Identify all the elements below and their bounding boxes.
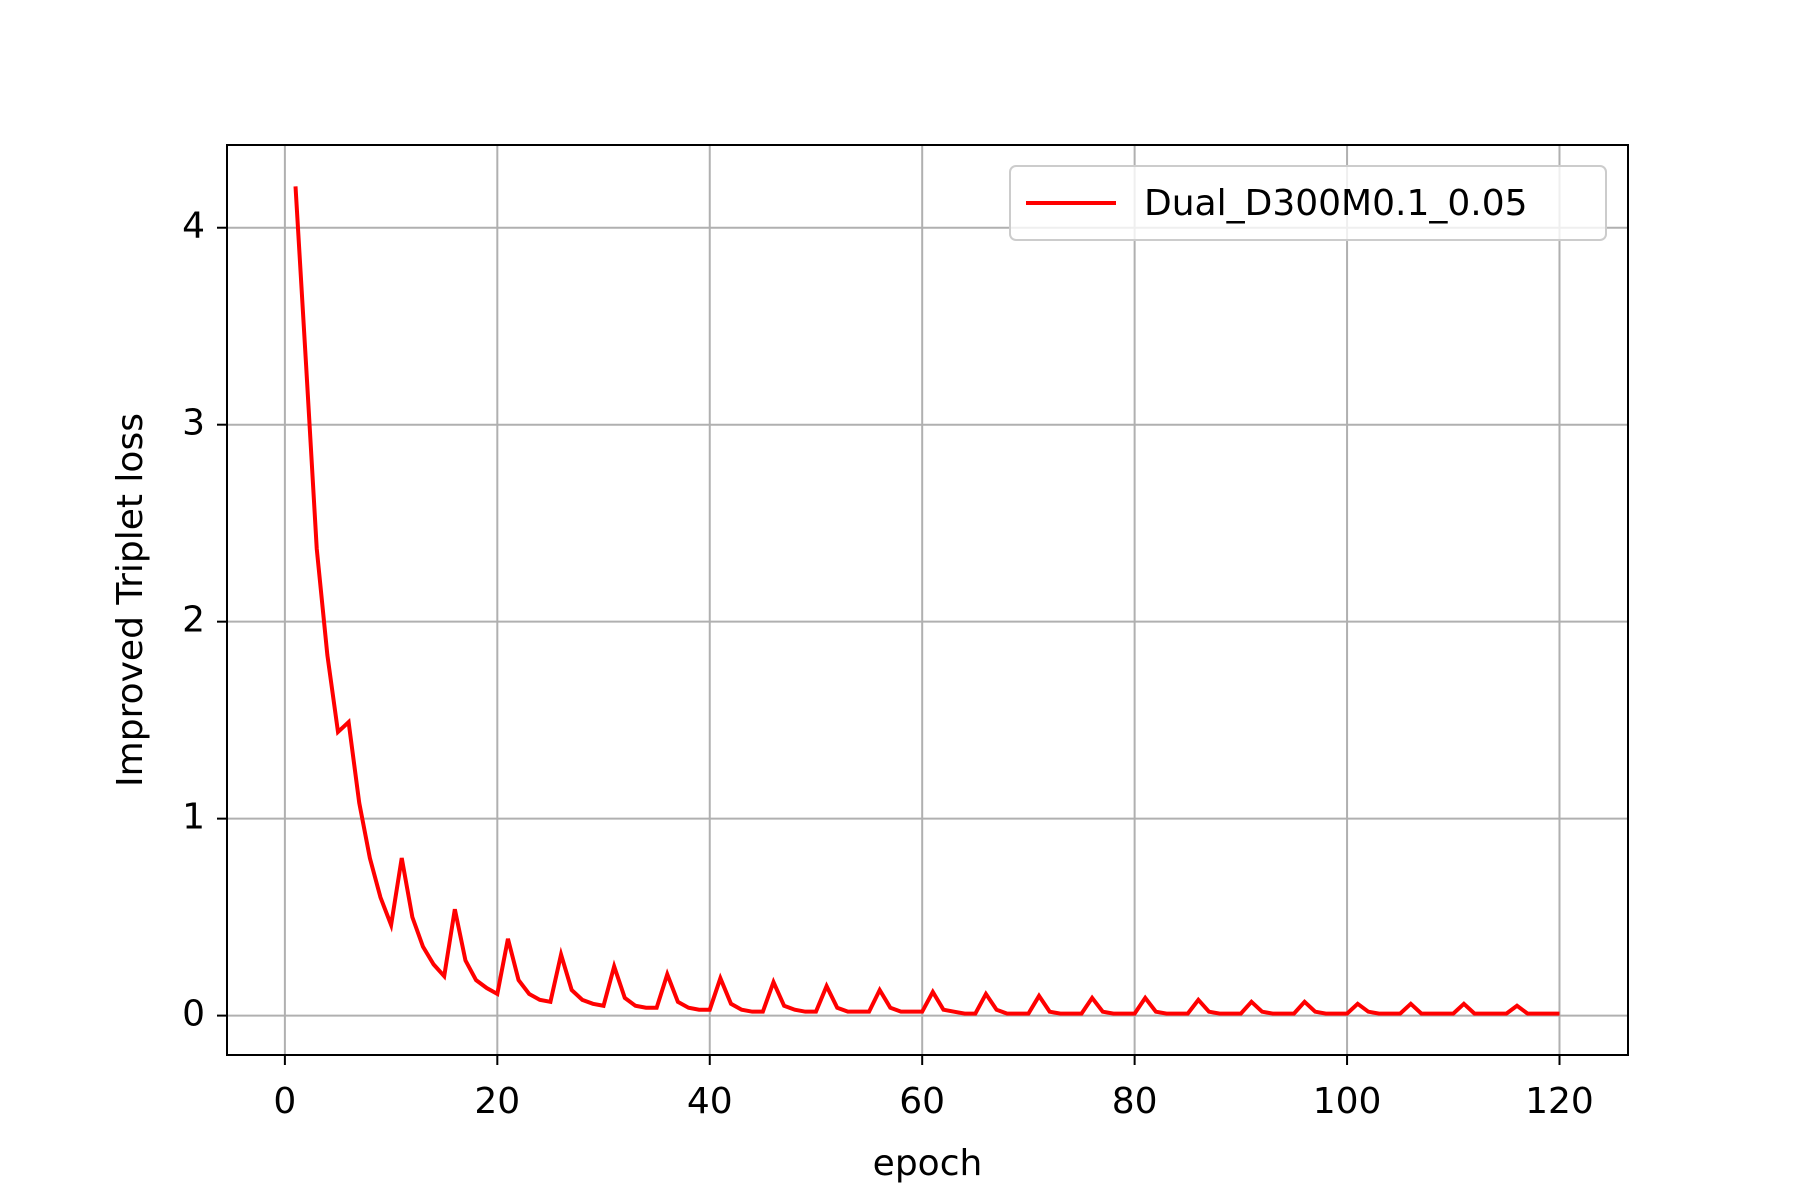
y-tick-label: 3 — [182, 403, 205, 444]
x-tick-label: 40 — [687, 1081, 733, 1122]
legend-label: Dual_D300M0.1_0.05 — [1144, 183, 1528, 224]
y-axis-label: Improved Triplet loss — [110, 413, 151, 787]
x-tick-label: 20 — [474, 1081, 520, 1122]
x-tick-label: 120 — [1525, 1081, 1594, 1122]
x-tick-label: 0 — [273, 1081, 296, 1122]
x-tick-label: 60 — [899, 1081, 945, 1122]
y-tick-label: 4 — [182, 206, 205, 247]
y-tick-label: 2 — [182, 600, 205, 641]
y-tick-label: 0 — [182, 994, 205, 1035]
axis-ticks: 0 20 40 60 80 100 120 0 1 2 3 4 — [182, 206, 1594, 1122]
grid — [227, 145, 1628, 1055]
x-tick-label: 100 — [1313, 1081, 1382, 1122]
y-tick-label: 1 — [182, 797, 205, 838]
plot-frame — [226, 144, 1629, 1056]
series-line-0 — [293, 186, 1560, 1016]
x-tick-label: 80 — [1112, 1081, 1158, 1122]
legend-box — [1009, 165, 1607, 241]
series-layer — [293, 186, 1560, 1016]
legend: Dual_D300M0.1_0.05 — [1009, 165, 1607, 241]
x-axis-label: epoch — [873, 1143, 983, 1184]
